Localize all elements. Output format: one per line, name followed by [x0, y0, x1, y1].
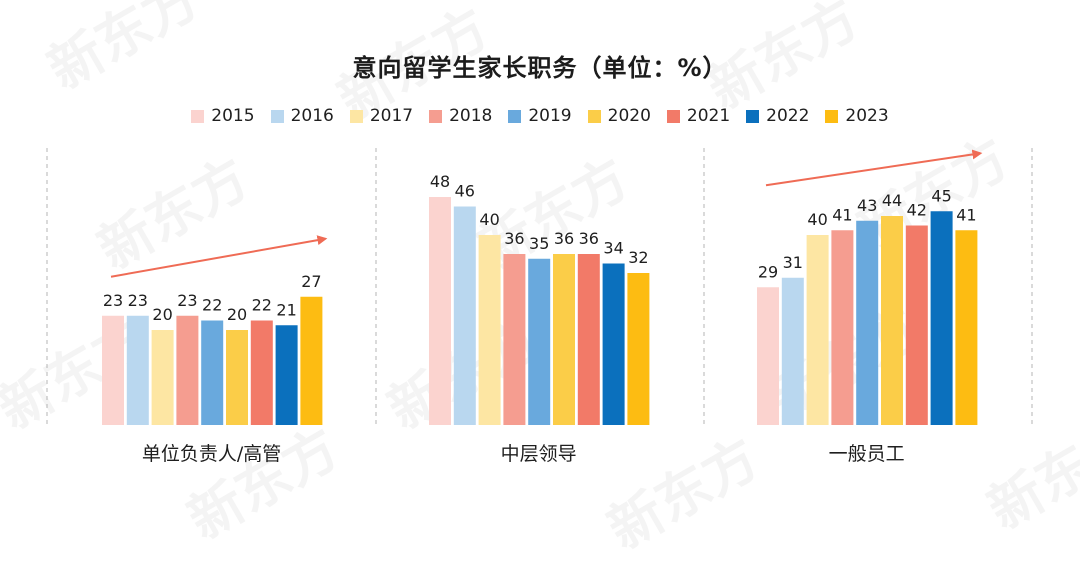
data-label: 20	[227, 305, 247, 324]
data-label: 36	[579, 229, 599, 248]
bar-2022	[602, 263, 625, 425]
bar-2023	[627, 273, 650, 425]
bar-2016	[453, 206, 476, 425]
data-label: 45	[931, 186, 951, 205]
bar-2016	[781, 277, 804, 425]
legend-swatch	[825, 109, 839, 123]
legend-item-2021: 2021	[666, 106, 731, 126]
bar-2023	[955, 230, 978, 425]
bar-2015	[102, 315, 124, 425]
data-label: 32	[628, 248, 648, 267]
bar-2020	[226, 330, 248, 425]
data-label: 41	[956, 205, 976, 224]
data-label: 20	[152, 305, 172, 324]
bar-2021	[905, 225, 928, 425]
legend-item-2023: 2023	[825, 106, 889, 126]
legend-swatch	[508, 109, 522, 123]
legend-label: 2019	[528, 106, 572, 126]
bar-2018	[176, 315, 199, 425]
bar-2020	[553, 254, 575, 425]
data-label: 34	[603, 239, 623, 258]
legend: 2015 2016 2017 2018 2019 2020 2021 2022 2023	[0, 106, 1080, 126]
legend-swatch	[270, 109, 284, 123]
data-label: 23	[128, 291, 148, 310]
bar-2019	[528, 258, 551, 425]
bar-2017	[806, 235, 829, 425]
legend-label: 2023	[845, 106, 889, 126]
legend-label: 2017	[369, 106, 414, 126]
trend-arrow	[110, 235, 328, 278]
legend-label: 2021	[686, 106, 731, 126]
data-label: 48	[430, 172, 450, 191]
legend-item-2022: 2022	[746, 106, 809, 126]
legend-label: 2015	[211, 106, 255, 126]
data-label: 21	[276, 300, 296, 319]
bar-2019	[201, 320, 224, 425]
legend-item-2020: 2020	[587, 106, 651, 126]
bar-2022	[930, 211, 953, 425]
data-label: 36	[504, 229, 524, 248]
chart-title: 意向留学生家长职务（单位：%）	[352, 54, 728, 82]
legend-swatch	[587, 109, 601, 123]
bar-2022	[275, 325, 298, 425]
trend-arrow	[765, 149, 983, 187]
legend-swatch	[429, 109, 443, 123]
data-label: 41	[832, 205, 852, 224]
legend-label: 2020	[607, 106, 651, 126]
legend-swatch	[666, 109, 680, 123]
data-label: 22	[202, 296, 222, 315]
bar-2017	[151, 330, 174, 425]
data-label: 23	[103, 291, 123, 310]
data-label: 43	[857, 196, 877, 215]
data-label: 22	[252, 296, 272, 315]
data-label: 36	[554, 229, 574, 248]
legend-item-2018: 2018	[429, 106, 492, 126]
category-label: 中层领导	[501, 443, 577, 465]
bar-2015	[429, 197, 451, 425]
legend-swatch	[349, 109, 363, 123]
data-label: 42	[907, 201, 927, 220]
bar-2015	[757, 287, 779, 425]
legend-item-2015: 2015	[191, 106, 255, 126]
data-label: 23	[177, 291, 197, 310]
bar-2017	[478, 235, 501, 425]
bar-2021	[250, 320, 273, 425]
bar-2023	[300, 296, 323, 425]
legend-label: 2016	[290, 106, 334, 126]
data-label: 29	[758, 262, 778, 281]
legend-item-2017: 2017	[349, 106, 414, 126]
legend-item-2016: 2016	[270, 106, 334, 126]
bar-2018	[503, 254, 526, 425]
legend-swatch	[191, 109, 205, 123]
data-label: 35	[529, 234, 549, 253]
bar-2018	[831, 230, 854, 425]
data-label: 40	[807, 210, 827, 229]
legend-label: 2022	[766, 106, 810, 126]
data-label: 31	[783, 253, 803, 272]
bar-2021	[577, 254, 600, 425]
legend-item-2019: 2019	[508, 106, 572, 126]
data-label: 46	[455, 182, 475, 201]
data-label: 27	[301, 272, 321, 291]
category-label: 一般员工	[829, 443, 905, 465]
bar-2019	[856, 220, 879, 425]
data-label: 40	[479, 210, 499, 229]
bar-2020	[881, 216, 903, 425]
bar-2016	[126, 315, 149, 425]
category-label: 单位负责人/高管	[142, 443, 281, 465]
legend-swatch	[746, 109, 760, 123]
data-label: 44	[882, 191, 902, 210]
legend-label: 2018	[449, 106, 493, 126]
